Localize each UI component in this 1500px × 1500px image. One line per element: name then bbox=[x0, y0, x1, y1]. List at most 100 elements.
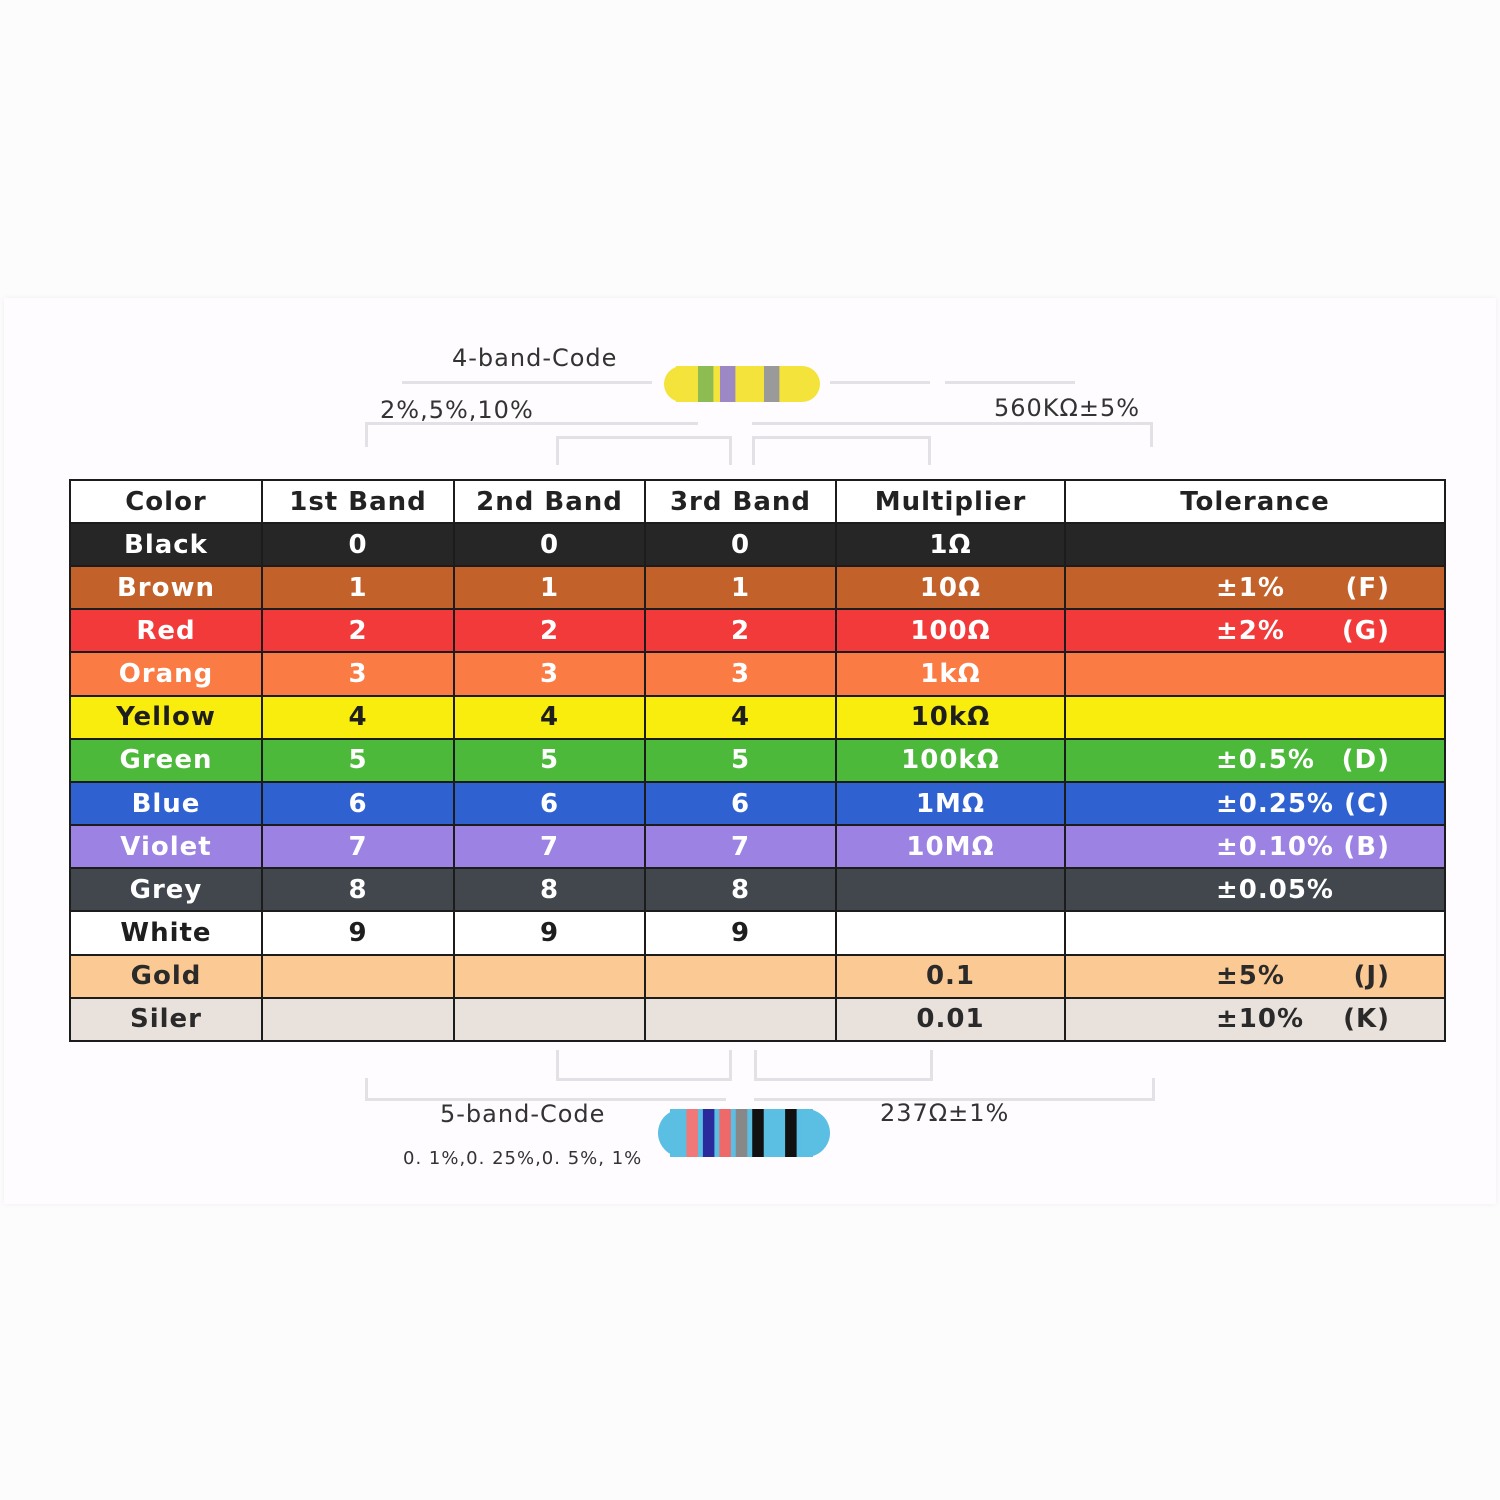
second-band-cell: 4 bbox=[453, 694, 646, 740]
table-row: Yellow 4 4 4 10kΩ bbox=[69, 694, 1446, 740]
third-band-cell: 0 bbox=[644, 521, 837, 568]
color-name-cell: White bbox=[69, 910, 263, 956]
four-band-bracket bbox=[365, 422, 698, 447]
resistor-band bbox=[801, 1109, 814, 1157]
multiplier-cell: 0.1 bbox=[835, 953, 1066, 999]
tolerance-value: ±0.5% bbox=[1216, 745, 1315, 776]
multiplier-cell: 10Ω bbox=[835, 565, 1066, 611]
first-band-cell: 0 bbox=[261, 521, 455, 568]
tolerance-code: (K) bbox=[1343, 1004, 1390, 1035]
resistor-band bbox=[702, 1109, 715, 1157]
second-band-cell: 7 bbox=[453, 824, 646, 870]
multiplier-cell bbox=[835, 867, 1066, 913]
four-band-bracket bbox=[556, 436, 732, 465]
tolerance-cell: ±0.25% (C) bbox=[1064, 780, 1446, 827]
header-multiplier: Multiplier bbox=[835, 479, 1066, 524]
resistor-band bbox=[785, 1109, 797, 1157]
header-3rd-band: 3rd Band bbox=[644, 479, 837, 524]
tolerance-code: (D) bbox=[1341, 745, 1390, 776]
resistor-band bbox=[719, 1109, 731, 1157]
second-band-cell: 9 bbox=[453, 910, 646, 956]
table-row: Blue 6 6 6 1MΩ ±0.25% (C) bbox=[69, 780, 1446, 827]
second-band-cell: 1 bbox=[453, 565, 646, 611]
resistor-band bbox=[752, 1109, 764, 1157]
multiplier-cell: 10MΩ bbox=[835, 824, 1066, 870]
table-row: Siler 0.01 ±10% (K) bbox=[69, 996, 1446, 1043]
resistor-band bbox=[786, 366, 802, 402]
tolerance-cell bbox=[1064, 521, 1446, 568]
color-name-cell: Siler bbox=[69, 996, 263, 1043]
resistor-band bbox=[670, 1109, 682, 1157]
tolerance-value: ±0.05% bbox=[1216, 874, 1334, 905]
color-name-cell: Black bbox=[69, 521, 263, 568]
third-band-cell: 1 bbox=[644, 565, 837, 611]
third-band-cell: 9 bbox=[644, 910, 837, 956]
tolerance-value: ±0.10% bbox=[1216, 831, 1334, 862]
table-row: Green 5 5 5 100kΩ ±0.5% (D) bbox=[69, 737, 1446, 783]
resistor-band bbox=[735, 1109, 748, 1157]
tolerance-code: (G) bbox=[1341, 615, 1390, 646]
four-band-guide-line bbox=[830, 381, 930, 384]
color-name-cell: Brown bbox=[69, 565, 263, 611]
second-band-cell: 6 bbox=[453, 780, 646, 827]
table-row: Violet 7 7 7 10MΩ ±0.10% (B) bbox=[69, 824, 1446, 870]
five-band-tolerances: 0. 1%,0. 25%,0. 5%, 1% bbox=[403, 1148, 643, 1169]
five-band-bracket bbox=[556, 1050, 732, 1081]
color-code-table: Color 1st Band 2nd Band 3rd Band Multipl… bbox=[69, 479, 1446, 1043]
multiplier-cell: 100Ω bbox=[835, 608, 1066, 654]
tolerance-value: ±5% bbox=[1216, 961, 1285, 992]
table-row: Grey 8 8 8 ±0.05% bbox=[69, 867, 1446, 913]
color-name-cell: Yellow bbox=[69, 694, 263, 740]
second-band-cell: 8 bbox=[453, 867, 646, 913]
tolerance-value: ±10% bbox=[1216, 1004, 1305, 1035]
tolerance-cell: ±0.05% bbox=[1064, 867, 1446, 913]
color-name-cell: Gold bbox=[69, 953, 263, 999]
resistor-band bbox=[676, 366, 692, 402]
header-tolerance: Tolerance bbox=[1064, 479, 1446, 524]
color-name-cell: Green bbox=[69, 737, 263, 783]
color-name-cell: Blue bbox=[69, 780, 263, 827]
first-band-cell: 2 bbox=[261, 608, 455, 654]
resistor-band bbox=[768, 1109, 781, 1157]
third-band-cell bbox=[644, 953, 837, 999]
four-band-resistor-icon bbox=[664, 366, 820, 402]
four-band-title: 4-band-Code bbox=[452, 344, 618, 372]
color-name-cell: Grey bbox=[69, 867, 263, 913]
first-band-cell: 9 bbox=[261, 910, 455, 956]
table-row: Black 0 0 0 1Ω bbox=[69, 521, 1446, 568]
first-band-cell bbox=[261, 953, 455, 999]
header-color: Color bbox=[69, 479, 263, 524]
color-name-cell: Orang bbox=[69, 651, 263, 697]
tolerance-code: (B) bbox=[1343, 831, 1390, 862]
third-band-cell: 8 bbox=[644, 867, 837, 913]
four-band-guide-line bbox=[945, 381, 1075, 384]
first-band-cell: 6 bbox=[261, 780, 455, 827]
first-band-cell: 7 bbox=[261, 824, 455, 870]
first-band-cell: 4 bbox=[261, 694, 455, 740]
tolerance-cell: ±5% (J) bbox=[1064, 953, 1446, 999]
table-row: White 9 9 9 bbox=[69, 910, 1446, 956]
table-row: Orang 3 3 3 1kΩ bbox=[69, 651, 1446, 697]
tolerance-cell: ±2% (G) bbox=[1064, 608, 1446, 654]
resistor-band bbox=[686, 1109, 698, 1157]
tolerance-value: ±0.25% bbox=[1216, 788, 1334, 819]
second-band-cell: 0 bbox=[453, 521, 646, 568]
second-band-cell: 3 bbox=[453, 651, 646, 697]
second-band-cell: 2 bbox=[453, 608, 646, 654]
tolerance-code: (J) bbox=[1353, 961, 1390, 992]
third-band-cell: 3 bbox=[644, 651, 837, 697]
five-band-bracket bbox=[754, 1078, 1155, 1101]
table-header-row: Color 1st Band 2nd Band 3rd Band Multipl… bbox=[69, 479, 1446, 524]
first-band-cell: 3 bbox=[261, 651, 455, 697]
four-band-example: 560KΩ±5% bbox=[994, 394, 1141, 422]
resistor-band bbox=[698, 366, 714, 402]
multiplier-cell: 1MΩ bbox=[835, 780, 1066, 827]
table-row: Brown 1 1 1 10Ω ±1% (F) bbox=[69, 565, 1446, 611]
multiplier-cell bbox=[835, 910, 1066, 956]
color-name-cell: Red bbox=[69, 608, 263, 654]
multiplier-cell: 0.01 bbox=[835, 996, 1066, 1043]
first-band-cell: 5 bbox=[261, 737, 455, 783]
first-band-cell: 1 bbox=[261, 565, 455, 611]
tolerance-value: ±1% bbox=[1216, 572, 1285, 603]
first-band-cell: 8 bbox=[261, 867, 455, 913]
